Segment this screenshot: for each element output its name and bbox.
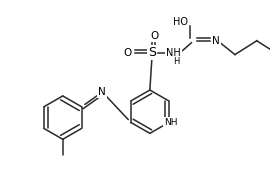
Text: N: N [212, 36, 220, 46]
Text: O: O [151, 31, 159, 41]
Text: HO: HO [173, 17, 188, 27]
Text: O: O [123, 48, 131, 58]
Text: H: H [173, 57, 180, 66]
Text: N: N [98, 87, 106, 97]
Text: NH: NH [166, 48, 181, 58]
Text: S: S [148, 46, 156, 59]
Text: NH: NH [164, 118, 178, 127]
